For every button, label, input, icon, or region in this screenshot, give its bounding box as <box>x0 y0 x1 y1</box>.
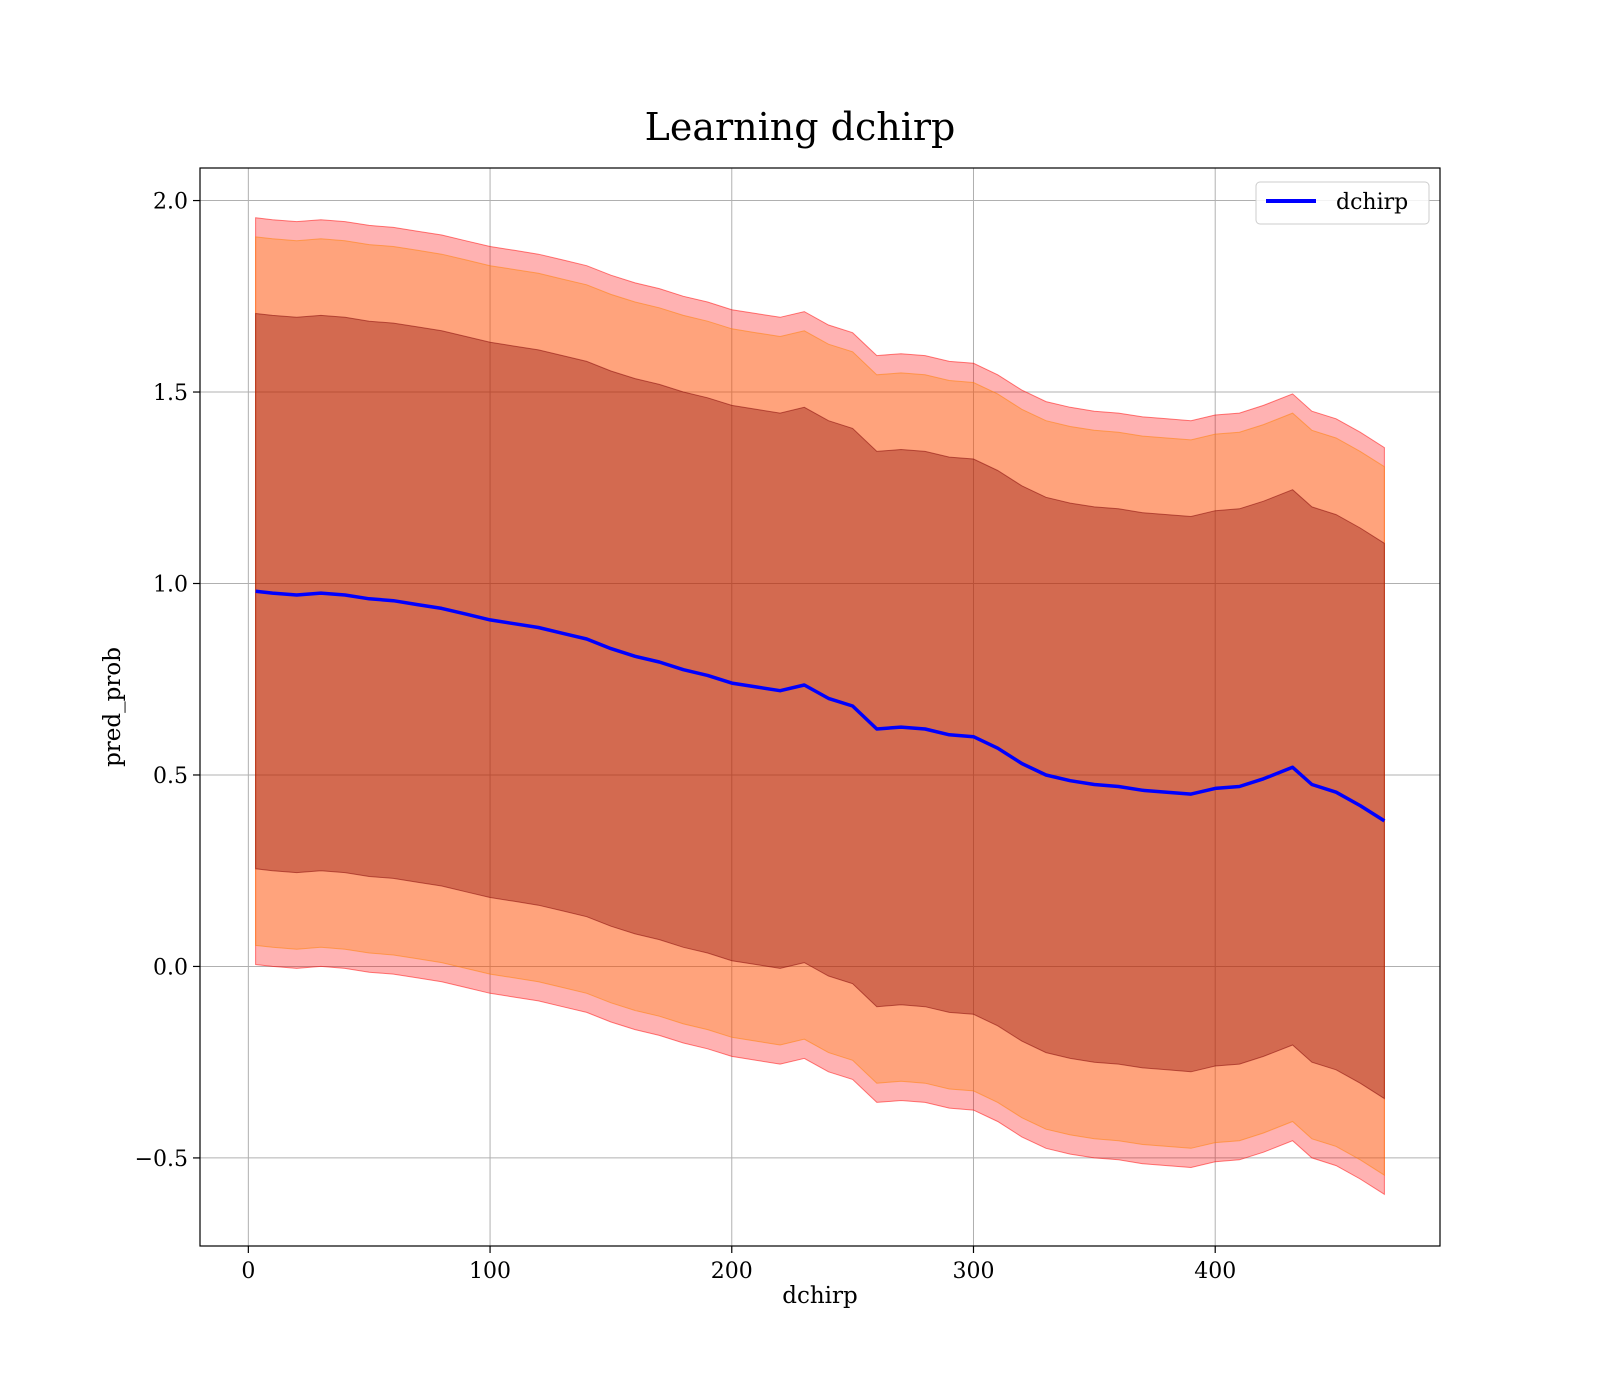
y-tick-label-5: 2.0 <box>153 190 188 215</box>
band-2 <box>255 217 1385 1196</box>
x-tick-label-2: 200 <box>711 1259 753 1284</box>
x-tick-label-0: 0 <box>241 1259 255 1284</box>
band-1 <box>255 236 1385 1177</box>
y-ticks: −0.5 0.0 0.5 1.0 1.5 2.0 <box>135 190 200 1172</box>
bands <box>255 217 1385 1196</box>
x-tick-label-4: 400 <box>1194 1259 1236 1284</box>
x-tick-label-3: 300 <box>952 1259 994 1284</box>
series-line-0 <box>255 589 1386 823</box>
x-tick-label-1: 100 <box>469 1259 511 1284</box>
y-tick-label-3: 1.0 <box>153 572 188 597</box>
x-ticks: 0 100 200 300 400 <box>241 1246 1236 1284</box>
y-tick-label-0: −0.5 <box>135 1147 188 1172</box>
plot-frame <box>199 167 1441 1247</box>
y-tick-label-2: 0.5 <box>153 764 188 789</box>
legend-label: dchirp <box>1336 190 1408 215</box>
y-tick-label-1: 0.0 <box>153 955 188 980</box>
series-lines <box>255 589 1386 823</box>
y-axis-label: pred_prob <box>100 647 126 767</box>
band-0 <box>255 312 1385 1100</box>
chart-title: Learning dchirp <box>645 105 956 149</box>
x-axis-label: dchirp <box>782 1283 858 1309</box>
grid <box>200 168 1440 1246</box>
legend-box <box>1255 181 1430 225</box>
y-tick-label-4: 1.5 <box>153 381 188 406</box>
legend: dchirp <box>1255 181 1430 225</box>
